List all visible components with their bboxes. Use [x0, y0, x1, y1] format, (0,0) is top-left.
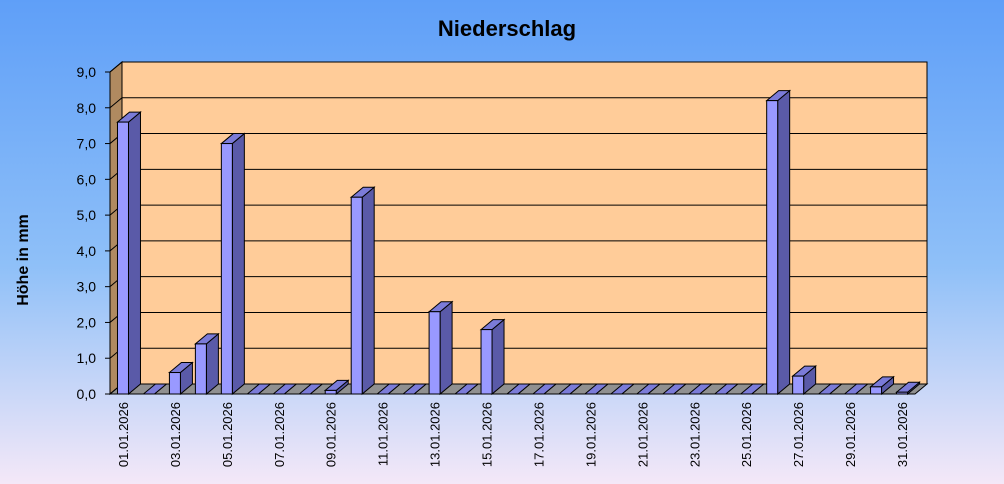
bar	[194, 343, 207, 395]
bar-top	[583, 383, 610, 395]
bar-side	[439, 300, 453, 396]
bar	[766, 100, 779, 395]
y-tick-label: 1,0	[77, 350, 97, 366]
x-tick-label: 13.01.2026	[428, 402, 443, 467]
bar-top	[557, 383, 584, 395]
y-tick-label: 4,0	[77, 243, 97, 259]
grid-line	[109, 97, 927, 109]
bar-top	[505, 383, 532, 395]
x-tick-label: 31.01.2026	[895, 402, 910, 467]
y-tick-label: 2,0	[77, 314, 97, 330]
bar-top	[739, 383, 766, 395]
bar	[168, 372, 181, 395]
bar	[116, 121, 129, 395]
bar	[428, 311, 441, 395]
y-tick-label: 6,0	[77, 171, 97, 187]
bar-top	[245, 383, 272, 395]
x-tick-label: 23.01.2026	[687, 402, 702, 467]
bar-top	[142, 383, 168, 395]
y-tick-label: 7,0	[77, 136, 97, 152]
x-tick-label: 03.01.2026	[168, 402, 183, 467]
x-tick-label: 11.01.2026	[376, 402, 391, 466]
y-axis-label: Höhe in mm	[15, 214, 32, 306]
bar-top	[271, 383, 298, 395]
bar	[870, 386, 883, 395]
x-tick-label: 25.01.2026	[739, 402, 754, 467]
bar-top	[297, 383, 324, 395]
y-tick-label: 5,0	[77, 207, 97, 223]
x-tick-label: 19.01.2026	[583, 402, 598, 467]
y-tick-label: 3,0	[77, 279, 97, 295]
x-tick-label: 01.01.2026	[116, 402, 131, 467]
x-tick-label: 09.01.2026	[324, 402, 339, 467]
x-tick-label: 21.01.2026	[635, 402, 650, 467]
y-tick-label: 0,0	[77, 386, 97, 402]
x-tick-label: 15.01.2026	[480, 402, 495, 467]
bar-top	[687, 383, 714, 395]
bar-top	[843, 383, 869, 395]
bar-side	[127, 111, 141, 396]
chart-title: Niederschlag	[438, 16, 576, 41]
bar-top	[713, 383, 740, 395]
bar-top	[453, 383, 480, 395]
bar-side	[361, 186, 375, 396]
bar-top	[661, 383, 688, 395]
bar	[896, 391, 909, 395]
bar-top	[401, 383, 428, 395]
x-tick-label: 07.01.2026	[272, 402, 287, 467]
bar-top	[531, 383, 558, 395]
bar-top	[817, 383, 843, 395]
bar	[792, 375, 805, 395]
bar	[480, 329, 493, 395]
grid-line	[109, 61, 927, 73]
x-tick-label: 05.01.2026	[220, 402, 235, 467]
bar	[324, 389, 337, 395]
x-tick-label: 27.01.2026	[791, 402, 806, 467]
bar-side	[491, 318, 505, 396]
bar-side	[777, 89, 791, 396]
x-tick-label: 29.01.2026	[843, 402, 858, 467]
bar-top	[635, 383, 662, 395]
bar-top	[375, 383, 402, 395]
bar-top	[609, 383, 636, 395]
x-tick-label: 17.01.2026	[531, 402, 546, 467]
bar	[220, 143, 233, 395]
y-tick-label: 9,0	[77, 64, 97, 80]
bar-side	[231, 132, 245, 396]
bar	[350, 196, 363, 395]
y-tick-label: 8,0	[77, 100, 97, 116]
